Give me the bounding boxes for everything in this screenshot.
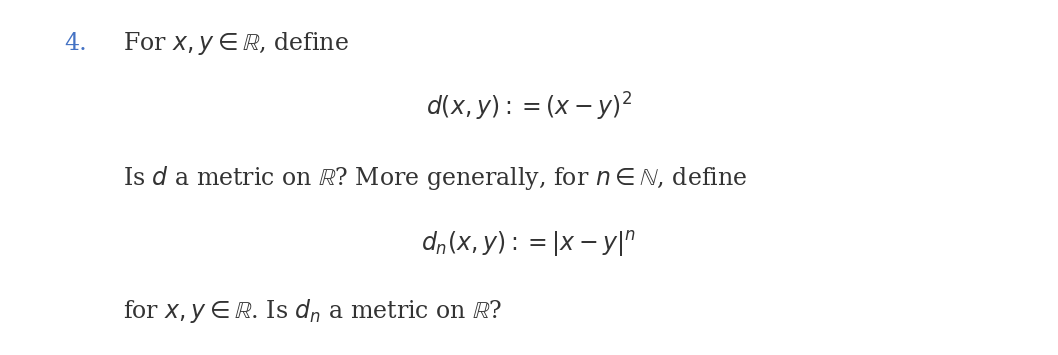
Text: Is $d$ a metric on $\mathbb{R}$? More generally, for $n \in \mathbb{N}$, define: Is $d$ a metric on $\mathbb{R}$? More ge… — [123, 164, 747, 191]
Text: $d(x, y) := (x - y)^2$: $d(x, y) := (x - y)^2$ — [426, 91, 632, 123]
Text: $d_n(x, y) := |x - y|^n$: $d_n(x, y) := |x - y|^n$ — [421, 229, 637, 260]
Text: 4.: 4. — [65, 32, 88, 55]
Text: for $x, y \in \mathbb{R}$. Is $d_n$ a metric on $\mathbb{R}$?: for $x, y \in \mathbb{R}$. Is $d_n$ a me… — [123, 297, 501, 325]
Text: For $x, y \in \mathbb{R}$, define: For $x, y \in \mathbb{R}$, define — [123, 30, 349, 57]
